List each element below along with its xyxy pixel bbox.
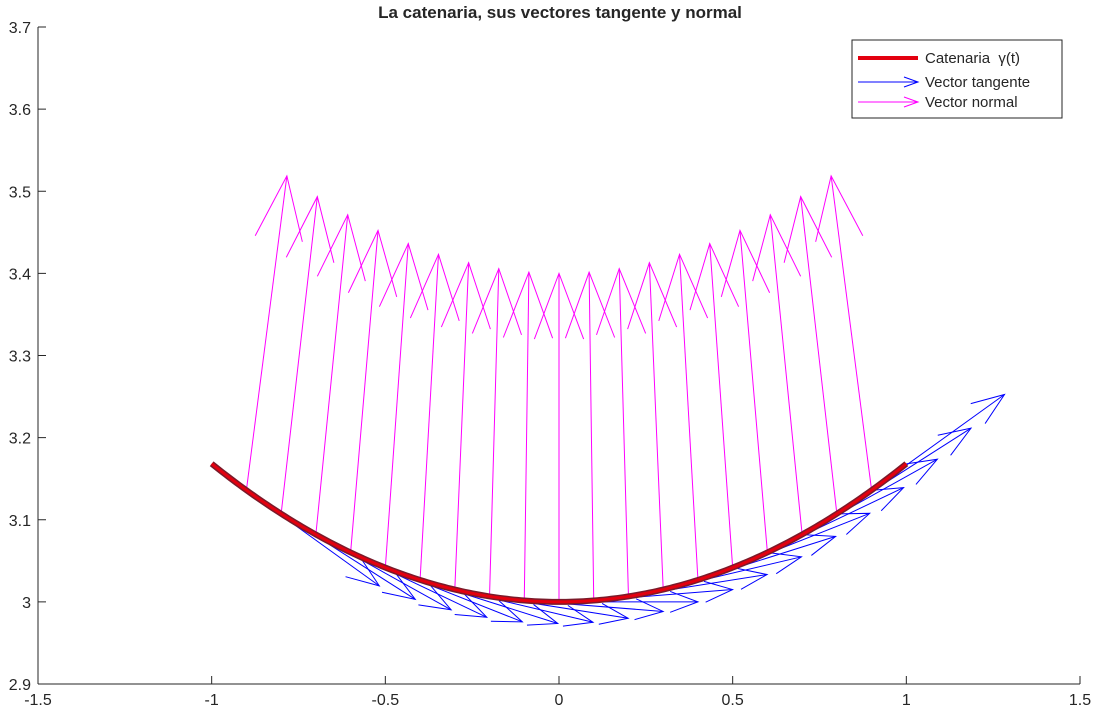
chart-title: La catenaria, sus vectores tangente y no… — [378, 3, 742, 22]
normal-vector-arrow — [471, 267, 522, 597]
normal-vector-arrow — [502, 270, 554, 601]
x-tick-label: 0 — [555, 692, 564, 709]
y-tick-label: 3.5 — [9, 184, 31, 201]
axes: -1.5 -1 -0.5 0 0.5 1 1.5 2.9 3 3.1 3.2 3.3 3.4 3.5 3.6… — [9, 20, 1091, 709]
normal-vector-arrow — [280, 195, 335, 514]
legend-arrowhead-tangente — [903, 76, 920, 88]
catenary-curve — [210, 462, 908, 604]
normal-vector-arrow — [658, 252, 709, 580]
normal-vector-arrow — [533, 271, 585, 602]
x-tick-label: -0.5 — [372, 692, 400, 709]
legend-label-tangente: Vector tangente — [925, 74, 1030, 91]
normal-vector-arrow — [315, 213, 366, 535]
y-tick-label: 3.3 — [9, 349, 31, 366]
normal-vector-arrow — [627, 261, 678, 590]
y-tick-label: 3.7 — [9, 20, 31, 37]
normal-vector-arrow — [564, 270, 616, 601]
legend-arrowhead-normal — [903, 96, 920, 108]
legend-label-catenaria: Catenaria γ(t) — [925, 50, 1020, 67]
y-tick-label: 3.1 — [9, 513, 31, 530]
normal-vectors-group — [245, 174, 873, 602]
x-tick-label: -1 — [205, 692, 219, 709]
legend: Catenaria γ(t) Vector tangente Vector no… — [851, 39, 1063, 119]
normal-vector-arrow — [245, 174, 303, 491]
normal-vector-arrow — [752, 213, 803, 535]
x-tick-label: -1.5 — [24, 692, 52, 709]
normal-vector-arrow — [409, 252, 460, 580]
catenary-curve-group — [209, 461, 909, 605]
normal-vector-arrow — [689, 242, 740, 568]
y-tick-label: 3.6 — [9, 102, 31, 119]
normal-vector-arrow — [783, 195, 838, 514]
x-tick-label: 1.5 — [1069, 692, 1091, 709]
legend-box — [851, 39, 1063, 119]
legend-label-normal: Vector normal — [925, 94, 1018, 111]
normal-vector-arrow — [378, 242, 429, 568]
y-tick-label: 3.2 — [9, 431, 31, 448]
normal-vector-arrow — [815, 174, 873, 491]
normal-vector-arrow — [720, 228, 771, 553]
y-tick-label: 3 — [22, 595, 31, 612]
normal-vector-arrow — [596, 267, 647, 597]
normal-vector-arrow — [347, 228, 398, 553]
x-tick-label: 1 — [902, 692, 911, 709]
y-tick-label: 2.9 — [9, 677, 31, 694]
y-tick-label: 3.4 — [9, 266, 31, 283]
x-tick-label: 0.5 — [722, 692, 744, 709]
plot-area — [209, 174, 1006, 627]
